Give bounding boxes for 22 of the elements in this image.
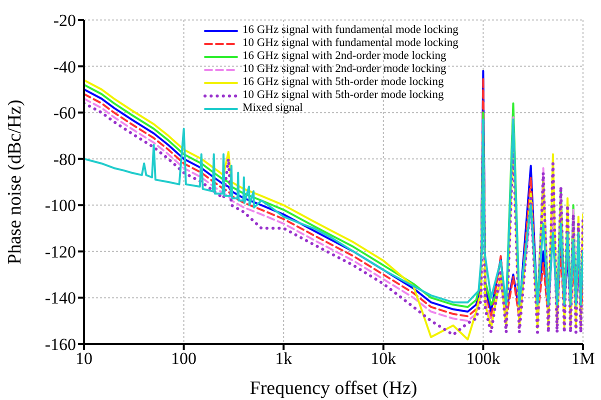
y-tick-label: -40: [53, 57, 76, 76]
x-tick-label: 100k: [466, 349, 501, 368]
legend-label: 16 GHz signal with 2nd-order mode locking: [242, 50, 446, 63]
legend-label: 10 GHz signal with 2nd-order mode locking: [242, 63, 446, 76]
legend-label: 10 GHz signal with fundamental mode locking: [242, 37, 458, 50]
x-tick-label: 1M: [571, 349, 595, 368]
x-axis-title: Frequency offset (Hz): [250, 378, 418, 399]
x-tick-label: 10: [76, 349, 92, 368]
x-tick-label: 10k: [370, 349, 397, 368]
y-tick-label: -100: [44, 196, 76, 216]
y-tick-label: -20: [53, 11, 76, 30]
y-tick-label: -140: [44, 288, 76, 308]
y-tick-label: -80: [53, 150, 76, 169]
legend-label: 10 GHz signal with 5th-order mode locking: [242, 89, 444, 102]
legend-label: 16 GHz signal with 5th-order mode locking: [242, 76, 444, 89]
x-tick-label: 1k: [275, 349, 293, 368]
x-tick-label: 100: [171, 349, 197, 368]
legend-label: 16 GHz signal with fundamental mode locking: [242, 24, 458, 37]
y-tick-label: -120: [44, 242, 76, 262]
legend-label: Mixed signal: [242, 102, 303, 115]
y-tick-label: -160: [44, 335, 76, 354]
y-tick-label: -60: [53, 104, 76, 123]
